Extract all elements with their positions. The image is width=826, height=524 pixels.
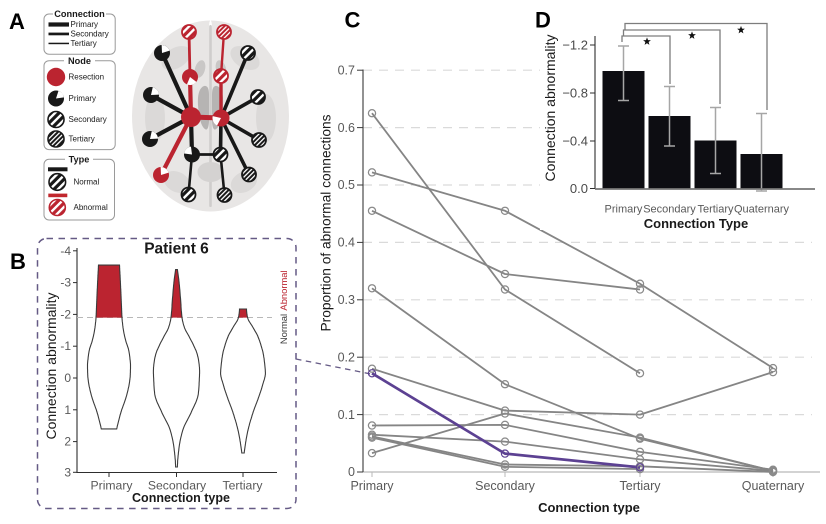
svg-text:Primary: Primary	[69, 94, 97, 103]
svg-text:-3: -3	[60, 276, 71, 290]
svg-text:Secondary: Secondary	[69, 115, 107, 124]
svg-text:Primary: Primary	[71, 20, 99, 29]
svg-text:0: 0	[64, 371, 71, 385]
svg-text:Primary: Primary	[605, 204, 643, 216]
svg-text:Connection abnormality: Connection abnormality	[542, 34, 558, 181]
svg-text:−0.4: −0.4	[562, 134, 588, 149]
svg-text:-1: -1	[60, 339, 71, 353]
svg-text:Primary: Primary	[91, 479, 134, 493]
svg-text:Type: Type	[69, 155, 90, 165]
svg-text:Quaternary: Quaternary	[734, 204, 790, 216]
svg-text:Proportion of abnormal connect: Proportion of abnormal connections	[319, 114, 334, 331]
svg-text:C: C	[345, 8, 361, 33]
svg-text:Connection Type: Connection Type	[644, 216, 748, 231]
svg-text:Secondary: Secondary	[643, 204, 696, 216]
svg-text:Primary: Primary	[350, 479, 394, 493]
svg-text:Tertiary: Tertiary	[223, 479, 264, 493]
svg-text:0.6: 0.6	[338, 121, 355, 135]
svg-text:0.3: 0.3	[338, 293, 355, 307]
svg-text:−1.2: −1.2	[562, 38, 588, 53]
svg-text:3: 3	[64, 465, 71, 479]
svg-text:0.2: 0.2	[338, 350, 355, 364]
svg-text:Abnormal: Abnormal	[74, 203, 108, 212]
svg-text:2: 2	[64, 435, 71, 449]
svg-text:Connection abnormality: Connection abnormality	[43, 292, 59, 439]
svg-text:Tertiary: Tertiary	[620, 479, 662, 493]
svg-text:A: A	[9, 9, 25, 34]
svg-text:-2: -2	[60, 307, 71, 321]
svg-text:0.0: 0.0	[570, 181, 588, 196]
svg-text:Connection type: Connection type	[538, 500, 640, 515]
svg-text:1: 1	[64, 403, 71, 417]
svg-text:Patient 6: Patient 6	[144, 241, 209, 258]
svg-text:Abnormal: Abnormal	[278, 270, 289, 310]
svg-text:0: 0	[348, 465, 355, 479]
svg-text:−0.8: −0.8	[562, 86, 588, 101]
svg-text:Secondary: Secondary	[475, 479, 536, 493]
svg-text:Resection: Resection	[69, 73, 105, 82]
svg-text:0.1: 0.1	[338, 408, 355, 422]
svg-text:Tertiary: Tertiary	[69, 135, 95, 144]
svg-text:Secondary: Secondary	[148, 479, 207, 493]
svg-text:Connection type: Connection type	[132, 491, 230, 505]
svg-text:Normal: Normal	[278, 314, 289, 344]
svg-text:-4: -4	[60, 244, 71, 258]
svg-text:0.7: 0.7	[338, 63, 355, 77]
svg-text:Normal: Normal	[74, 178, 100, 187]
svg-text:Node: Node	[68, 56, 91, 66]
svg-text:Tertiary: Tertiary	[71, 39, 97, 48]
svg-text:Tertiary: Tertiary	[697, 204, 734, 216]
svg-text:Connection: Connection	[54, 9, 105, 19]
svg-text:0.4: 0.4	[338, 236, 355, 250]
svg-text:B: B	[10, 249, 26, 274]
svg-text:Secondary: Secondary	[71, 30, 109, 39]
svg-text:Quaternary: Quaternary	[742, 479, 805, 493]
svg-text:D: D	[535, 8, 551, 33]
svg-text:0.5: 0.5	[338, 178, 355, 192]
